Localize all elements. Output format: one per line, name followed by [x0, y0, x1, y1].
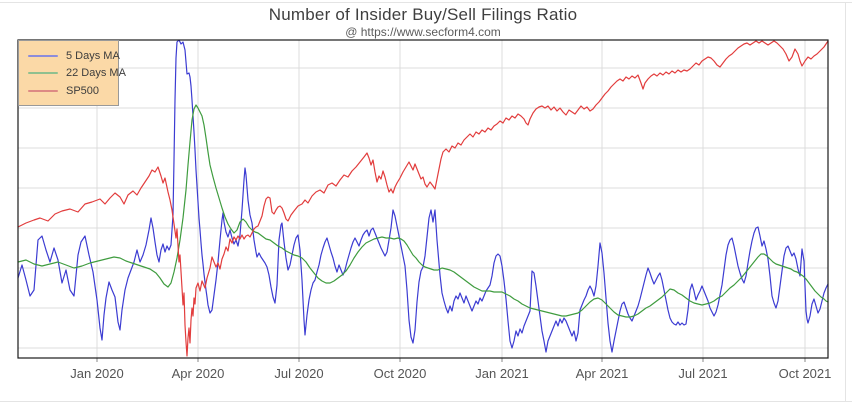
legend-label: 5 Days MA	[66, 49, 120, 62]
plot-frame	[17, 39, 829, 359]
legend-line-swatch	[28, 89, 58, 92]
x-tick-label: Oct 2021	[778, 366, 832, 381]
legend: 5 Days MA 22 Days MA SP500	[18, 40, 126, 106]
series-line-5-days-ma	[17, 39, 829, 353]
series-line-sp500	[17, 40, 829, 357]
top-divider	[0, 2, 852, 3]
x-tick-label: Jul 2020	[274, 366, 324, 381]
x-tick-label: Jan 2021	[475, 366, 529, 381]
legend-line-swatch	[28, 54, 58, 57]
x-tick-label: Jan 2020	[70, 366, 124, 381]
x-tick-label: Apr 2020	[171, 366, 225, 381]
legend-item: 22 Days MA	[28, 67, 126, 79]
x-tick-label: Apr 2021	[575, 366, 629, 381]
legend-item: SP500	[28, 85, 114, 97]
chart-title: Number of Insider Buy/Sell Filings Ratio	[268, 5, 578, 24]
legend-label: SP500	[66, 84, 100, 97]
legend-label: 22 Days MA	[66, 67, 126, 79]
series-line-22-days-ma	[17, 104, 829, 318]
x-axis-labels: Jan 2020 Apr 2020 Jul 2020 Oct 2020 Jan 2021…	[0, 366, 852, 386]
legend-item: 5 Days MA	[28, 50, 120, 62]
x-tick-label: Jul 2021	[678, 366, 728, 381]
right-divider	[845, 2, 846, 401]
bottom-divider	[0, 401, 852, 402]
chart-subtitle: @ https://www.secform4.com	[345, 25, 501, 39]
legend-line-swatch	[28, 72, 58, 74]
x-tick-label: Oct 2020	[373, 366, 427, 381]
